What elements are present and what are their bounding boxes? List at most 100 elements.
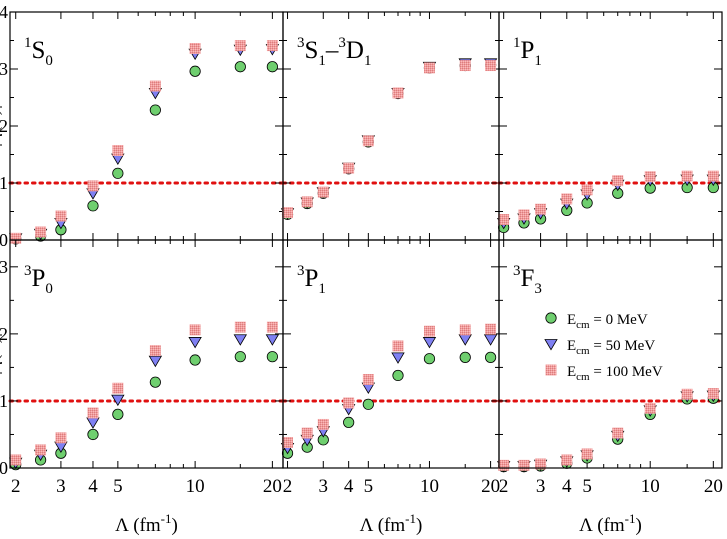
title-sup: 3 [297, 263, 305, 279]
data-point-texture [112, 383, 124, 394]
x-tick-label: 5 [113, 476, 123, 497]
data-point-texture [87, 180, 99, 192]
y-tick-label: 0 [0, 230, 8, 250]
x-tick-label: 2 [11, 476, 21, 497]
y-tick-label: 2 [0, 116, 8, 136]
x-tick-label: 4 [562, 476, 572, 497]
data-point-texture [681, 170, 693, 182]
series-2 [282, 60, 497, 219]
x-axis-title: Λ (fm-1) [579, 511, 642, 536]
data-point [483, 334, 498, 346]
data-point-texture [363, 135, 374, 147]
data-point-texture [343, 397, 354, 409]
data-point [266, 61, 278, 73]
series-2 [498, 388, 719, 471]
data-point-texture [485, 323, 496, 335]
data-point-texture [267, 321, 278, 333]
legend-label: Ecm = 0 MeV [567, 312, 648, 331]
legend-marker [545, 312, 557, 324]
series-1 [280, 58, 498, 220]
data-point-texture [10, 233, 21, 244]
data-point-texture [235, 40, 246, 51]
x-tick-label: 3 [319, 476, 329, 497]
data-point-texture [35, 444, 46, 456]
data-point [149, 376, 161, 388]
title-main: S [305, 37, 319, 64]
title-main: F [521, 265, 535, 292]
series-0 [281, 59, 497, 220]
title-main: P [305, 265, 319, 292]
panel-title: 3F3 [513, 263, 542, 297]
data-point-texture [343, 162, 354, 174]
data-point [188, 337, 202, 349]
data-point [423, 353, 436, 365]
panel-title: 1P1 [513, 35, 542, 69]
legend-marker-texture [545, 364, 557, 376]
data-point-texture [535, 458, 546, 470]
x-axis-title-sup: -1 [161, 511, 172, 526]
legend-text: E [567, 338, 576, 354]
y-tick-label: 1 [0, 173, 8, 193]
title-main: D [346, 37, 364, 64]
series-0 [10, 61, 278, 245]
x-axis-title-sup: -1 [625, 511, 636, 526]
x-tick-label: 20 [704, 476, 723, 497]
title-sub: 1 [364, 53, 372, 69]
x-tick-label: 5 [582, 476, 592, 497]
title-main: S [32, 37, 46, 64]
data-point-texture [612, 175, 623, 186]
title-sup: 3 [297, 35, 305, 51]
data-point-texture [150, 345, 161, 356]
data-point [148, 355, 163, 368]
x-tick-label: 5 [364, 476, 374, 497]
x-axis-title: Λ (fm-1) [115, 511, 178, 536]
legend-sub: cm [576, 371, 590, 383]
data-point-texture [189, 43, 201, 54]
legend-label: Ecm = 100 MeV [567, 364, 663, 383]
legend-text: = 50 MeV [590, 338, 656, 354]
y-tick-label: 1 [0, 391, 8, 411]
data-point-texture [708, 388, 719, 399]
series-2 [10, 40, 278, 244]
title-dash: – [325, 37, 339, 64]
data-point [392, 369, 404, 382]
x-tick-label: 2 [499, 476, 509, 497]
title-sup: 3 [24, 263, 32, 279]
data-point-texture [150, 80, 161, 92]
panel-5: 3F3 Ecm = 0 MeV Ecm = 50 MeV Ecm = 100 MeV [496, 239, 724, 473]
x-axis-title-text: ) [171, 515, 177, 536]
title-sub: 0 [45, 53, 53, 69]
data-point [362, 398, 374, 410]
data-point [112, 167, 124, 179]
x-tick-label: 4 [88, 476, 98, 497]
data-point-texture [55, 432, 67, 444]
data-point [234, 351, 246, 363]
panel-frame [498, 239, 723, 469]
legend-marker [544, 339, 558, 351]
title-sub: 0 [45, 281, 53, 297]
data-point-texture [189, 324, 201, 336]
data-point [149, 104, 161, 116]
data-point-texture [460, 60, 471, 71]
data-point-texture [645, 171, 656, 182]
x-tick-label: 3 [536, 476, 546, 497]
legend-text: = 0 MeV [590, 312, 648, 328]
data-point-texture [518, 460, 530, 471]
data-point-texture [363, 374, 374, 385]
data-point-texture [10, 454, 21, 466]
title-sub: 1 [318, 281, 326, 297]
x-tick-label: 10 [186, 476, 205, 497]
data-point-texture [112, 145, 124, 156]
data-point [87, 200, 99, 212]
data-point-texture [561, 193, 572, 205]
series-2 [10, 321, 278, 466]
panel-1: 3S1–3D1 [280, 11, 501, 241]
x-axis-title-sup: -1 [405, 511, 416, 526]
x-axis-title-text: Λ (fm [115, 515, 161, 536]
x-axis-title-text: ) [635, 515, 641, 536]
data-point-texture [392, 87, 404, 99]
data-point [234, 61, 246, 73]
panel-0: 1S0 [8, 11, 285, 245]
x-tick-label: 20 [481, 476, 500, 497]
data-point-texture [235, 321, 246, 333]
